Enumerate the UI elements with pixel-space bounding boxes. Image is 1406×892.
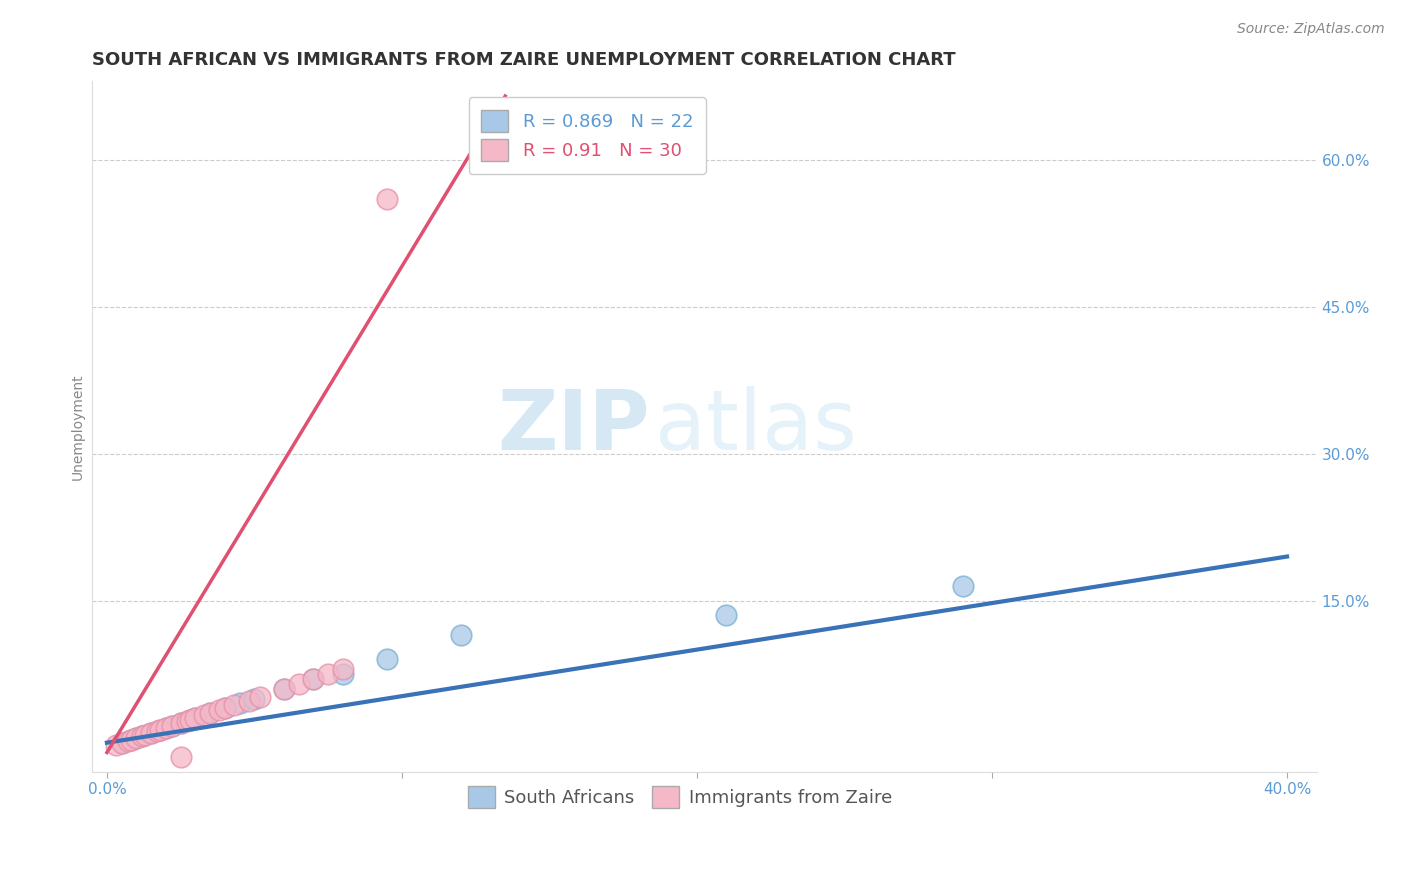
Point bbox=[214, 701, 236, 715]
Point bbox=[450, 628, 472, 642]
Point bbox=[249, 690, 271, 704]
Legend: South Africans, Immigrants from Zaire: South Africans, Immigrants from Zaire bbox=[461, 779, 898, 815]
Point bbox=[332, 662, 354, 676]
Point bbox=[125, 731, 148, 745]
Point bbox=[176, 714, 198, 728]
Point bbox=[208, 703, 231, 717]
Point bbox=[179, 713, 201, 727]
Point bbox=[131, 729, 153, 743]
Point bbox=[332, 667, 354, 681]
Point bbox=[214, 701, 236, 715]
Point bbox=[302, 672, 325, 686]
Point bbox=[146, 723, 169, 738]
Point bbox=[111, 736, 134, 750]
Point bbox=[160, 719, 183, 733]
Text: atlas: atlas bbox=[655, 386, 858, 467]
Point bbox=[952, 579, 974, 593]
Point bbox=[160, 719, 183, 733]
Point bbox=[287, 677, 309, 691]
Point bbox=[155, 721, 177, 735]
Point bbox=[120, 732, 142, 747]
Point bbox=[149, 723, 172, 737]
Point bbox=[222, 698, 245, 713]
Point bbox=[184, 711, 207, 725]
Point bbox=[134, 728, 156, 742]
Text: Source: ZipAtlas.com: Source: ZipAtlas.com bbox=[1237, 22, 1385, 37]
Point bbox=[141, 726, 163, 740]
Point bbox=[375, 192, 398, 206]
Point bbox=[179, 713, 201, 727]
Point bbox=[273, 681, 295, 696]
Point bbox=[155, 721, 177, 735]
Point bbox=[316, 667, 339, 681]
Text: SOUTH AFRICAN VS IMMIGRANTS FROM ZAIRE UNEMPLOYMENT CORRELATION CHART: SOUTH AFRICAN VS IMMIGRANTS FROM ZAIRE U… bbox=[93, 51, 956, 69]
Point bbox=[104, 738, 127, 752]
Point bbox=[193, 708, 215, 723]
Point bbox=[170, 750, 193, 764]
Point bbox=[170, 716, 193, 731]
Point bbox=[198, 706, 221, 721]
Point bbox=[111, 736, 134, 750]
Point bbox=[141, 726, 163, 740]
Point bbox=[125, 731, 148, 745]
Point bbox=[184, 711, 207, 725]
Point bbox=[273, 681, 295, 696]
Point bbox=[131, 729, 153, 743]
Point bbox=[198, 706, 221, 721]
Point bbox=[716, 608, 738, 623]
Point bbox=[302, 672, 325, 686]
Point bbox=[238, 693, 260, 707]
Point bbox=[149, 723, 172, 737]
Point bbox=[120, 732, 142, 747]
Point bbox=[228, 697, 250, 711]
Point bbox=[170, 716, 193, 731]
Y-axis label: Unemployment: Unemployment bbox=[72, 374, 86, 480]
Text: ZIP: ZIP bbox=[496, 386, 650, 467]
Point bbox=[375, 652, 398, 666]
Point bbox=[117, 733, 139, 747]
Point bbox=[243, 691, 266, 706]
